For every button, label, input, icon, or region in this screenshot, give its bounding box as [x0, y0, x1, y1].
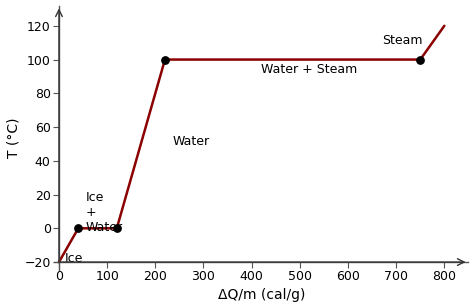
- Point: [417, 57, 424, 62]
- Text: Steam: Steam: [382, 34, 422, 47]
- Point: [74, 226, 82, 231]
- Point: [161, 57, 169, 62]
- Text: Water: Water: [172, 136, 210, 148]
- Y-axis label: T (°C): T (°C): [6, 118, 20, 158]
- Point: [113, 226, 120, 231]
- Text: Ice: Ice: [65, 252, 83, 265]
- Text: Ice
+
Water: Ice + Water: [85, 191, 123, 234]
- X-axis label: ΔQ/m (cal/g): ΔQ/m (cal/g): [218, 288, 305, 302]
- Text: Water + Steam: Water + Steam: [261, 63, 357, 76]
